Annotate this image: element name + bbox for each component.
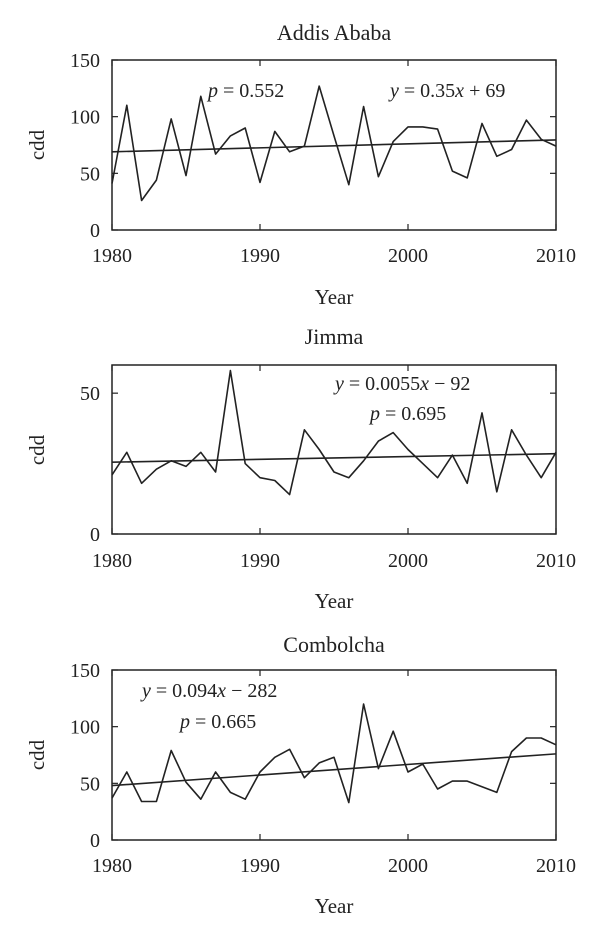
y-tick-label: 150 xyxy=(70,50,100,72)
x-tick-label: 1990 xyxy=(240,245,280,267)
trend-line xyxy=(111,139,557,153)
plot-frame xyxy=(111,669,557,841)
regression-equation-annotation: y = 0.0055x − 92 xyxy=(333,373,470,395)
x-tick-label: 2010 xyxy=(536,550,576,572)
series-line-cdd xyxy=(111,703,557,804)
plot-frame xyxy=(111,59,557,231)
x-tick-label: 2010 xyxy=(536,245,576,267)
x-tick-label: 2000 xyxy=(388,855,428,877)
chart-panel-3: Combolcha 1980 1990 2000 2010 0 50 100 150 Year cd… xyxy=(25,632,576,918)
chart-title: Addis Ababa xyxy=(277,20,392,45)
x-tick-label: 2000 xyxy=(388,245,428,267)
p-value-annotation: p = 0.552 xyxy=(206,80,284,102)
x-tick-label: 2010 xyxy=(536,855,576,877)
y-axis-label: cdd xyxy=(25,434,49,465)
series-line-cdd xyxy=(111,369,557,496)
chart-title: Jimma xyxy=(305,324,364,349)
x-tick-label: 1980 xyxy=(92,245,132,267)
regression-equation-annotation: y = 0.35x + 69 xyxy=(388,80,505,102)
p-value-annotation: p = 0.695 xyxy=(368,403,446,425)
chart-panel-2: Jimma 1980 1990 2000 2010 0 50 Year cdd y = 0.005… xyxy=(25,324,576,613)
x-tick-label: 1990 xyxy=(240,855,280,877)
plot-frame xyxy=(111,364,557,535)
y-tick-label: 100 xyxy=(70,107,100,129)
trend-line xyxy=(111,452,557,463)
y-tick-label: 50 xyxy=(80,163,100,185)
y-tick-label: 50 xyxy=(80,383,100,405)
p-value-annotation: p = 0.665 xyxy=(178,711,256,733)
x-axis-label: Year xyxy=(315,589,354,613)
x-tick-label: 1980 xyxy=(92,550,132,572)
chart-panel-1: Addis Ababa 1980 1990 2000 2010 0 50 100 150 Year… xyxy=(25,20,576,309)
x-tick-label: 1990 xyxy=(240,550,280,572)
y-tick-label: 0 xyxy=(90,524,100,546)
x-axis-label: Year xyxy=(315,894,354,918)
trend-line xyxy=(111,753,557,787)
series-line-cdd xyxy=(111,85,557,202)
y-tick-label: 100 xyxy=(70,717,100,739)
y-tick-label: 0 xyxy=(90,830,100,852)
y-tick-label: 150 xyxy=(70,660,100,682)
x-tick-label: 2000 xyxy=(388,550,428,572)
regression-equation-annotation: y = 0.094x − 282 xyxy=(140,680,277,702)
x-axis-label: Year xyxy=(315,285,354,309)
chart-title: Combolcha xyxy=(283,632,385,657)
y-axis-label: cdd xyxy=(25,739,49,770)
x-tick-label: 1980 xyxy=(92,855,132,877)
y-tick-label: 50 xyxy=(80,773,100,795)
y-tick-label: 0 xyxy=(90,220,100,242)
y-axis-label: cdd xyxy=(25,129,49,160)
